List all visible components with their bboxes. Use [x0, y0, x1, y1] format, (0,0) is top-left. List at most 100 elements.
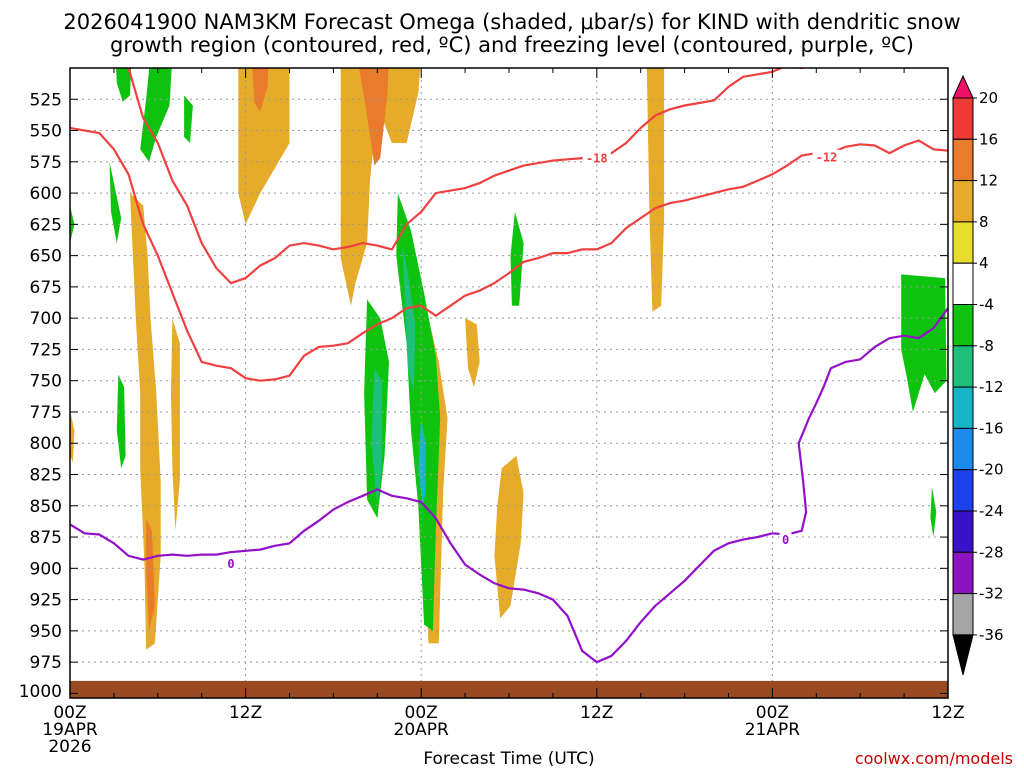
colorbar-label: -8: [979, 337, 994, 355]
colorbar-bin: [952, 469, 974, 512]
omega-region: [646, 68, 665, 312]
omega-region: [146, 518, 155, 631]
chart-title-line1: 2026041900 NAM3KM Forecast Omega (shaded…: [63, 10, 960, 34]
x-tick-label: 21APR: [745, 720, 801, 740]
y-tick-label: 800: [30, 434, 62, 454]
y-tick-label: 825: [30, 466, 62, 486]
x-tick-label: 12Z: [580, 703, 613, 723]
omega-region: [252, 68, 269, 112]
y-tick-label: 575: [30, 153, 62, 173]
credit-text: coolwx.com/models: [855, 749, 1013, 768]
omega-region: [116, 374, 126, 469]
colorbar-label: -28: [979, 543, 1004, 561]
x-tick-label: 00Z: [53, 703, 86, 723]
omega-region: [171, 318, 180, 531]
omega-region: [930, 487, 937, 537]
omega-region: [340, 68, 421, 306]
y-tick-label: 950: [30, 622, 62, 642]
x-tick-label: 12Z: [931, 703, 964, 723]
x-axis-label: Forecast Time (UTC): [423, 749, 594, 768]
freezing-level-contour: [70, 307, 948, 664]
omega-region: [402, 243, 416, 394]
colorbar-label: -20: [979, 461, 1004, 479]
colorbar-label: 16: [979, 130, 998, 148]
y-tick-label: 675: [30, 278, 62, 298]
colorbar-bin: [952, 180, 974, 223]
grid-lines: [70, 68, 948, 698]
colorbar-bin: [952, 510, 974, 553]
x-tick-label: 00Z: [756, 703, 789, 723]
y-tick-label: 625: [30, 215, 62, 235]
contour-label-bg: [812, 149, 841, 163]
contour-label: 0: [227, 557, 234, 571]
colorbar-bin: [952, 386, 974, 429]
x-tick-label: 12Z: [229, 703, 262, 723]
x-tick-label: 19APR: [42, 720, 98, 740]
omega-region: [184, 95, 193, 143]
dgz-minus12-contour: [127, 68, 806, 285]
omega-region: [901, 274, 947, 412]
y-tick-label: 725: [30, 340, 62, 360]
y-tick-label: 525: [30, 90, 62, 110]
omega-region: [70, 409, 75, 462]
y-tick-label: 775: [30, 403, 62, 423]
x-tick-label: 00Z: [405, 703, 438, 723]
contour-labels: -18 -12 0 0: [224, 149, 841, 571]
omega-region: [116, 68, 132, 102]
y-tick-label: 875: [30, 528, 62, 548]
y-axis: 525 550 575 600 625 650 675 700 725 750 775 800 825 8…: [19, 90, 948, 702]
colorbar-bin: [952, 262, 974, 306]
colorbar-bin: [952, 551, 974, 595]
y-tick-label: 850: [30, 497, 62, 517]
x-tick-label: 2026: [48, 737, 91, 757]
omega-region: [371, 368, 382, 506]
contour-lines: [70, 68, 948, 664]
contour-label-bg: [582, 151, 611, 165]
y-tick-label: 600: [30, 184, 62, 204]
contour-label-bg: [779, 532, 792, 546]
y-tick-label: 550: [30, 122, 62, 142]
omega-region: [510, 211, 524, 306]
colorbar-label: 8: [979, 213, 989, 231]
colorbar-label: -16: [979, 419, 1004, 437]
colorbar-label: -36: [979, 626, 1004, 644]
omega-region: [418, 418, 426, 506]
y-tick-label: 1000: [19, 682, 62, 702]
colorbar-label: -24: [979, 502, 1004, 520]
colorbar-bin: [952, 593, 974, 636]
colorbar: 20 16 12 8 4 -4 -8 -12 -16 -20 -24 -28 -32 -36: [952, 74, 1004, 676]
y-tick-label: 900: [30, 559, 62, 579]
colorbar-label: 4: [979, 254, 989, 272]
colorbar-label: -4: [979, 296, 994, 314]
colorbar-label: -32: [979, 585, 1004, 603]
omega-region: [130, 193, 161, 650]
y-tick-label: 975: [30, 653, 62, 673]
omega-region: [238, 68, 290, 225]
colorbar-bin: [952, 345, 974, 388]
y-tick-label: 700: [30, 309, 62, 329]
omega-region: [109, 161, 122, 244]
contour-label: 0: [782, 533, 789, 547]
contour-label: -18: [586, 152, 608, 166]
colorbar-label: 20: [979, 89, 998, 107]
x-tick-label: 20APR: [394, 720, 450, 740]
omega-shading: [70, 68, 947, 650]
contour-label-bg: [224, 556, 237, 570]
chart-title-line2: growth region (contoured, red, ºC) and f…: [110, 33, 914, 57]
colorbar-arrow-bottom: [952, 634, 974, 676]
y-tick-label: 925: [30, 591, 62, 611]
omega-region: [465, 318, 480, 387]
omega-region: [140, 68, 172, 162]
colorbar-label: -12: [979, 378, 1004, 396]
colorbar-bin: [952, 97, 974, 140]
omega-region: [358, 68, 389, 166]
colorbar-bin: [952, 221, 974, 264]
colorbar-bin: [952, 304, 974, 347]
colorbar-bin: [952, 138, 974, 182]
colorbar-label: 12: [979, 172, 998, 190]
contour-label: -12: [816, 150, 838, 164]
colorbar-arrow-top: [952, 74, 974, 99]
dgz-minus18-contour: [70, 126, 948, 382]
